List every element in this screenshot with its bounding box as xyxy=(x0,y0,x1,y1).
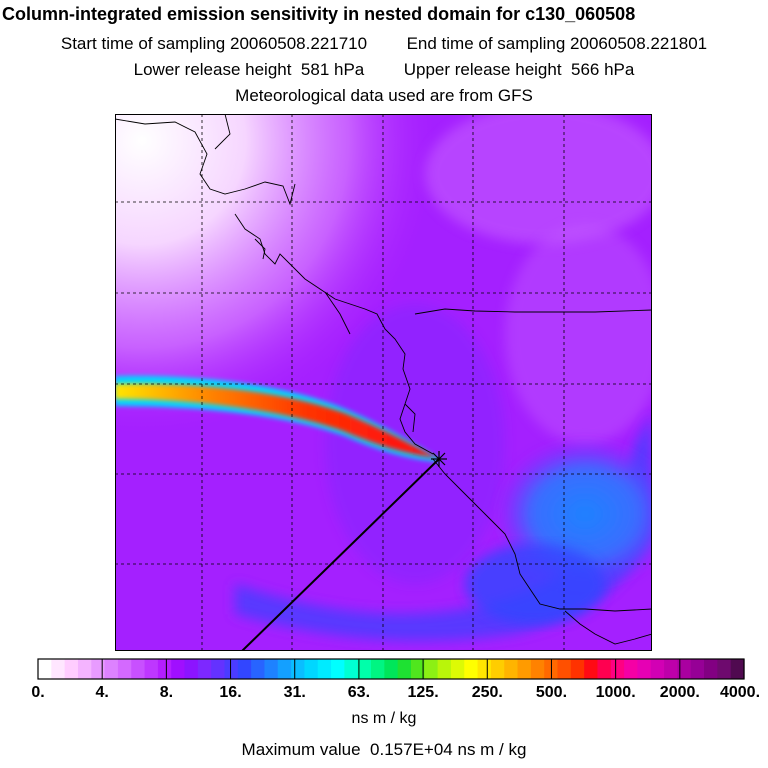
colorbar-cell xyxy=(224,659,239,679)
colorbar-cell xyxy=(690,659,705,679)
max-value-label: Maximum value xyxy=(241,740,361,759)
map-frame xyxy=(115,114,652,651)
colorbar-cell xyxy=(38,659,52,679)
colorbar-cell xyxy=(331,659,345,679)
colorbar-cell xyxy=(51,659,66,679)
colorbar-cell xyxy=(357,659,372,679)
sensitivity-map xyxy=(115,114,652,651)
colorbar-tick-label: 8. xyxy=(159,684,174,701)
colorbar-cell xyxy=(650,659,665,679)
colorbar-cell xyxy=(264,659,279,679)
colorbar-cell xyxy=(517,659,532,679)
colorbar-cell xyxy=(704,659,718,679)
met-data-note: Meteorological data used are from GFS xyxy=(235,86,533,105)
colorbar-cell xyxy=(211,659,226,679)
colorbar-cell xyxy=(197,659,212,679)
colorbar-cell xyxy=(584,659,599,679)
colorbar-cell xyxy=(450,659,465,679)
colorbar-tick-label: 1000. xyxy=(595,684,636,701)
colorbar-tick-label: 4000. xyxy=(719,684,761,701)
colorbar-cell xyxy=(117,659,132,679)
colorbar-cell xyxy=(144,659,159,679)
light-patch-east xyxy=(505,224,652,444)
sampling-times: Start time of sampling 20060508.221710 E… xyxy=(0,34,768,54)
plume-inner xyxy=(115,383,437,458)
colorbar-cell xyxy=(91,659,106,679)
coastlines xyxy=(115,114,652,645)
colorbar-cell xyxy=(171,659,186,679)
light-patch-north xyxy=(425,114,652,244)
colorbar-frame xyxy=(37,658,745,680)
colorbar-tick-label: 500. xyxy=(535,684,568,701)
colorbar-tick-label: 63. xyxy=(347,684,371,701)
blue-blob-southeast xyxy=(465,544,605,624)
max-value-number: 0.157E+04 xyxy=(370,740,453,759)
colorbar-cell xyxy=(291,659,306,679)
colorbar-cell xyxy=(371,659,385,679)
colorbar-cell xyxy=(317,659,332,679)
colorbar-cell xyxy=(410,659,425,679)
colorbar-tick-label: 250. xyxy=(471,684,503,701)
colorbar-cell xyxy=(384,659,399,679)
end-time-label: End time of sampling xyxy=(406,34,566,53)
colorbar-cell xyxy=(597,659,612,679)
colorbar-cell xyxy=(157,659,172,679)
lower-height-value: 581 hPa xyxy=(300,60,365,79)
end-time-value: 20060508.221801 xyxy=(570,34,708,53)
colorbar-cell xyxy=(277,659,292,679)
colorbar-cell xyxy=(717,659,732,679)
colorbar-cell xyxy=(77,659,92,679)
colorbar-cell xyxy=(131,659,146,679)
colorbar-cell xyxy=(557,659,572,679)
colorbar-cell xyxy=(570,659,585,679)
colorbar-cell xyxy=(637,659,652,679)
colorbar-cell xyxy=(477,659,492,679)
release-point-marker xyxy=(431,451,447,467)
colorbar-tick-label: 16. xyxy=(219,684,242,701)
colorbar-tick-label: 125. xyxy=(407,684,439,701)
colorbar-cell xyxy=(251,659,266,679)
colorbar xyxy=(37,658,745,680)
release-heights: Lower release height 581 hPa Upper relea… xyxy=(0,60,768,80)
lower-height-label: Lower release height xyxy=(133,60,292,79)
colorbar-cell xyxy=(464,659,479,679)
colorbar-ticks xyxy=(101,659,681,679)
colorbar-cell xyxy=(624,659,639,679)
colorbar-cell xyxy=(344,659,359,679)
colorbar-cell xyxy=(437,659,452,679)
colorbar-cell xyxy=(504,659,519,679)
colorbar-cell xyxy=(237,659,252,679)
colorbar-tick-label: 0. xyxy=(31,684,45,701)
colorbar-tick-label: 2000. xyxy=(659,684,700,701)
start-time-label: Start time of sampling xyxy=(60,34,226,53)
flight-track xyxy=(241,458,440,651)
colorbar-cell xyxy=(304,659,319,679)
colorbar-cell xyxy=(490,659,505,679)
colorbar-tick-label: 4. xyxy=(95,684,109,701)
colorbar-cells xyxy=(38,659,745,679)
colorbar-cell xyxy=(664,659,678,679)
colorbar-cell xyxy=(184,659,199,679)
colorbar-cell xyxy=(530,659,545,679)
max-value-units: ns m / kg xyxy=(457,740,527,759)
colorbar-cell xyxy=(104,659,119,679)
plot-title: Column-integrated emission sensitivity i… xyxy=(2,4,636,24)
colorbar-cell xyxy=(397,659,412,679)
colorbar-cell xyxy=(610,659,625,679)
colorbar-cell xyxy=(677,659,692,679)
upper-height-label: Upper release height xyxy=(403,60,562,79)
maximum-value: Maximum value 0.157E+04 ns m / kg xyxy=(0,740,768,760)
upper-height-value: 566 hPa xyxy=(571,60,635,79)
colorbar-units: ns m / kg xyxy=(351,710,417,727)
colorbar-cell xyxy=(730,659,745,679)
start-time-value: 20060508.221710 xyxy=(230,34,368,53)
colorbar-cell xyxy=(424,659,439,679)
colorbar-cell xyxy=(64,659,79,679)
colorbar-tick-label: 31. xyxy=(283,684,306,701)
